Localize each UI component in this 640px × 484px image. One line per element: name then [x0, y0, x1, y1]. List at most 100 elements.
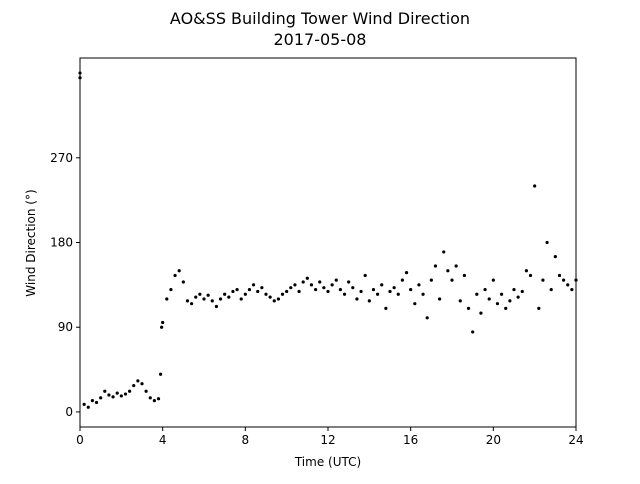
data-point	[148, 396, 152, 400]
y-tick-label: 0	[65, 405, 73, 419]
data-point	[247, 287, 252, 292]
data-point	[78, 76, 82, 80]
data-point	[276, 297, 280, 301]
data-point	[293, 283, 297, 287]
data-point	[487, 297, 491, 301]
data-point	[425, 316, 429, 320]
data-point	[198, 292, 202, 296]
data-point	[314, 287, 318, 292]
x-tick-label: 20	[486, 433, 501, 447]
data-point	[500, 292, 504, 296]
data-point	[309, 283, 314, 287]
data-point	[169, 287, 173, 292]
data-point	[177, 269, 181, 273]
data-point	[156, 397, 161, 401]
data-point	[86, 405, 90, 409]
data-point	[301, 280, 305, 284]
data-point	[264, 292, 268, 296]
data-point	[462, 273, 466, 278]
data-point	[533, 184, 537, 188]
data-point	[516, 295, 520, 299]
data-point	[322, 286, 326, 290]
data-point	[371, 287, 376, 292]
data-point	[545, 240, 549, 245]
data-point	[363, 273, 367, 278]
data-point	[202, 297, 206, 301]
data-point	[260, 286, 264, 290]
data-point	[231, 289, 235, 294]
data-point	[160, 325, 164, 329]
data-point	[508, 299, 512, 303]
data-point	[562, 278, 566, 282]
data-point	[409, 287, 413, 292]
data-point	[210, 299, 214, 303]
data-point	[190, 302, 194, 306]
data-point	[94, 400, 99, 405]
data-point	[471, 330, 475, 334]
plot-frame	[79, 57, 577, 428]
data-point	[239, 297, 243, 301]
y-axis-label: Wind Direction (°)	[24, 189, 38, 296]
data-point	[553, 255, 557, 259]
y-tick-label: 90	[58, 320, 73, 334]
data-point	[450, 278, 454, 282]
data-point	[330, 283, 334, 287]
data-point	[280, 292, 285, 296]
data-point	[442, 250, 446, 254]
data-point	[82, 402, 86, 407]
data-point	[557, 273, 562, 278]
data-point	[159, 372, 163, 376]
data-point	[128, 389, 132, 393]
data-point	[549, 287, 553, 292]
data-point	[351, 286, 355, 290]
data-point	[491, 278, 495, 282]
data-point	[454, 264, 458, 268]
data-point	[123, 392, 128, 396]
data-point	[136, 379, 140, 383]
data-point	[223, 292, 227, 296]
x-tick-label: 8	[242, 433, 250, 447]
data-point	[400, 278, 404, 282]
x-tick-label: 16	[403, 433, 418, 447]
data-point	[512, 287, 516, 292]
y-tick-label: 180	[50, 236, 73, 250]
data-point	[161, 320, 165, 325]
data-point	[458, 299, 462, 303]
data-point	[99, 396, 103, 400]
data-point	[78, 71, 82, 75]
data-point	[413, 302, 417, 306]
y-tick-label: 270	[50, 151, 73, 165]
data-point	[235, 287, 239, 292]
data-point	[338, 287, 342, 292]
chart-subtitle: 2017-05-08	[274, 30, 367, 49]
data-point	[396, 292, 400, 296]
data-point	[541, 278, 545, 282]
data-point	[289, 286, 293, 290]
data-point	[256, 289, 260, 294]
data-point	[475, 292, 479, 296]
data-point	[574, 278, 578, 282]
data-point	[355, 297, 359, 301]
data-point	[433, 264, 438, 268]
data-point	[495, 302, 500, 306]
data-point	[384, 306, 388, 310]
x-axis-label: Time (UTC)	[294, 455, 361, 469]
data-point	[218, 297, 223, 301]
data-point	[342, 292, 347, 296]
data-point	[520, 289, 524, 294]
data-point	[524, 269, 529, 273]
data-point	[479, 311, 483, 315]
data-point	[268, 295, 272, 299]
x-tick-label: 4	[159, 433, 167, 447]
data-point	[417, 283, 421, 287]
data-point	[206, 293, 210, 297]
data-point	[90, 399, 94, 403]
data-point	[566, 283, 570, 287]
data-point	[119, 394, 123, 398]
data-point	[528, 273, 533, 278]
data-point	[194, 295, 198, 299]
data-point	[429, 278, 433, 282]
data-point	[318, 280, 322, 284]
chart-title: AO&SS Building Tower Wind Direction	[170, 9, 470, 28]
